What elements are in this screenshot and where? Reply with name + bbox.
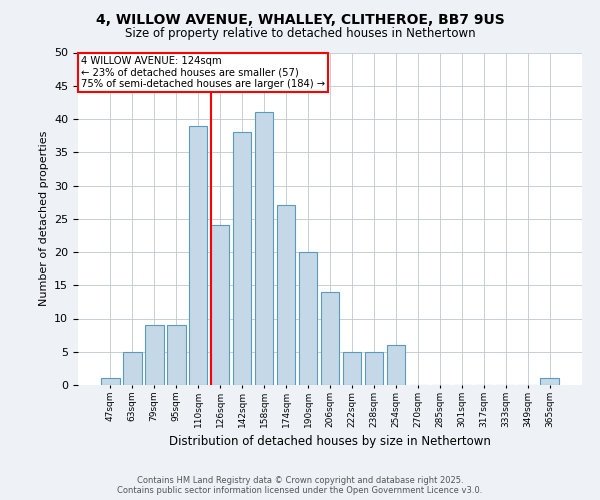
Bar xyxy=(211,226,229,385)
Bar xyxy=(365,352,383,385)
Y-axis label: Number of detached properties: Number of detached properties xyxy=(38,131,49,306)
Text: 4 WILLOW AVENUE: 124sqm
← 23% of detached houses are smaller (57)
75% of semi-de: 4 WILLOW AVENUE: 124sqm ← 23% of detache… xyxy=(80,56,325,89)
Bar xyxy=(541,378,559,385)
Text: Contains HM Land Registry data © Crown copyright and database right 2025.
Contai: Contains HM Land Registry data © Crown c… xyxy=(118,476,482,495)
Bar xyxy=(145,325,164,385)
Bar xyxy=(320,292,340,385)
Text: Size of property relative to detached houses in Nethertown: Size of property relative to detached ho… xyxy=(125,28,475,40)
Bar xyxy=(123,352,142,385)
Text: 4, WILLOW AVENUE, WHALLEY, CLITHEROE, BB7 9US: 4, WILLOW AVENUE, WHALLEY, CLITHEROE, BB… xyxy=(95,12,505,26)
Bar xyxy=(167,325,185,385)
Bar xyxy=(277,206,295,385)
Bar xyxy=(299,252,317,385)
X-axis label: Distribution of detached houses by size in Nethertown: Distribution of detached houses by size … xyxy=(169,436,491,448)
Bar xyxy=(386,345,405,385)
Bar xyxy=(101,378,119,385)
Bar xyxy=(255,112,274,385)
Bar xyxy=(343,352,361,385)
Bar xyxy=(233,132,251,385)
Bar xyxy=(189,126,208,385)
